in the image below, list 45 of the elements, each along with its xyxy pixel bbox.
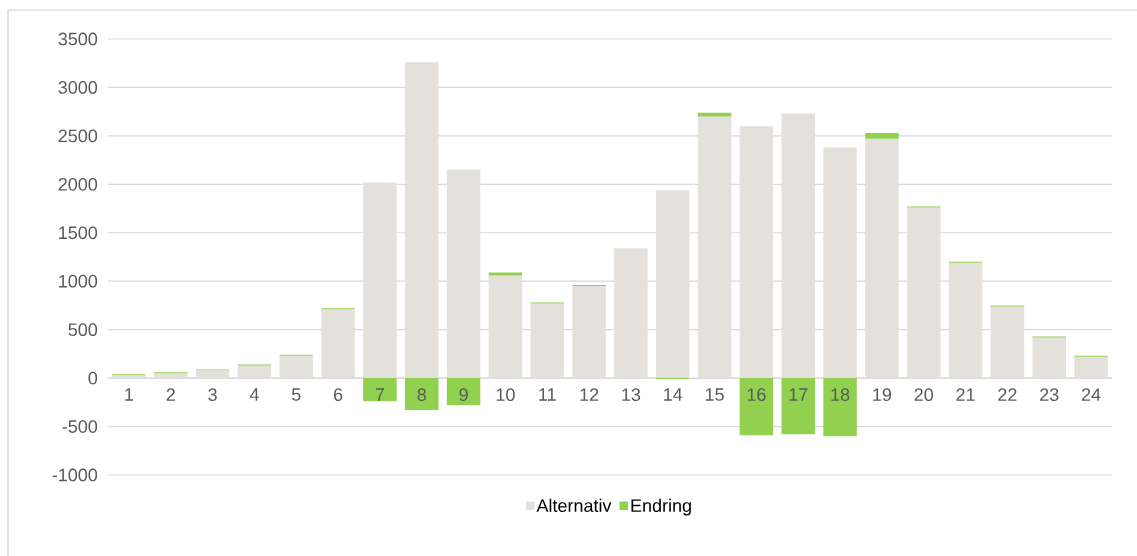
y-tick-label: 2500 [58,129,98,143]
x-tick-label: 13 [622,388,641,402]
x-tick-label: 6 [333,388,343,402]
x-tick-label: 5 [291,388,301,401]
legend-label: Alternativ [536,498,612,513]
y-tick-label: 2000 [58,177,98,191]
x-tick-label: 9 [459,388,468,402]
x-tick-label: 21 [956,388,975,401]
x-tick-label: 2 [166,388,175,401]
x-tick-label: 24 [1081,388,1101,401]
x-tick-label: 1 [125,388,134,401]
y-tick-label: 3000 [58,81,98,94]
x-tick-label: 11 [539,388,556,401]
x-tick-label: 20 [914,388,934,402]
x-tick-label: 8 [417,388,426,402]
x-tick-label: 12 [580,388,599,401]
x-tick-label: 14 [664,388,683,401]
x-tick-label: 10 [496,388,515,402]
y-tick-label: -500 [62,420,98,433]
bar [405,378,439,411]
x-tick-label: 16 [747,388,766,402]
bar [865,132,899,139]
legend-label: Endring [631,498,691,516]
bar [781,378,815,435]
x-tick-label: 22 [998,388,1017,401]
bar [363,378,397,402]
bar [446,378,481,406]
x-tick-label: 15 [705,388,724,401]
y-tick-label: 3500 [58,32,98,46]
x-tick-label: 7 [375,388,385,401]
bar [739,378,774,436]
x-tick-label: 23 [1040,388,1059,402]
y-tick-label: -1000 [52,468,98,482]
bar [697,112,732,117]
y-tick-label: 1500 [59,226,98,240]
x-tick-label: 4 [249,388,259,401]
bar [823,378,857,437]
x-tick-label: 17 [789,388,808,401]
x-tick-label: 3 [208,388,217,402]
x-tick-label: 19 [873,388,892,402]
y-tick-label: 0 [88,371,98,385]
y-tick-label: 500 [68,323,98,337]
bar [488,272,523,276]
x-tick-label: 18 [831,388,850,402]
y-tick-label: 1000 [59,274,98,288]
